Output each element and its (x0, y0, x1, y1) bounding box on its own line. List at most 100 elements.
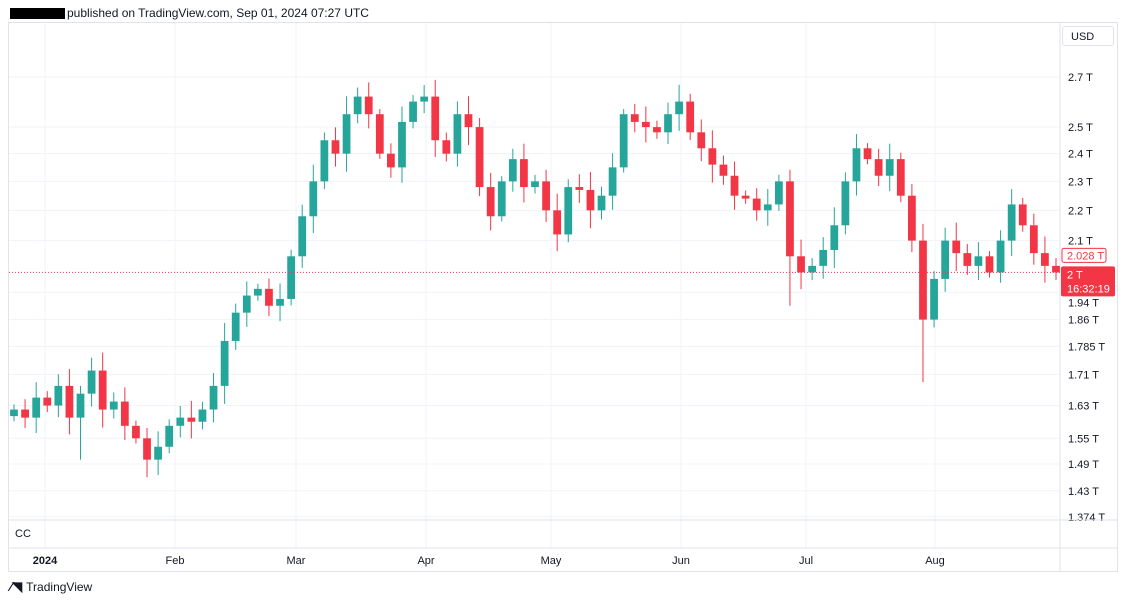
candle-down (697, 132, 706, 149)
x-tick-label: Feb (166, 555, 185, 567)
candle-up (76, 393, 85, 418)
candle-up (497, 181, 506, 217)
candle-down (65, 385, 74, 418)
candle-up (508, 159, 517, 182)
candle-down (874, 159, 883, 176)
candle-up (220, 340, 229, 386)
candle-up (298, 216, 307, 257)
candle-down (21, 409, 29, 418)
candle-down (1041, 253, 1049, 266)
candle-up (109, 401, 118, 410)
candle-up (231, 312, 240, 341)
candle-up (87, 370, 96, 394)
candle-down (553, 210, 562, 235)
candle-down (786, 181, 794, 257)
candle-up (819, 249, 828, 266)
candle-down (375, 114, 384, 154)
candle-up (276, 298, 284, 306)
candle-down (1052, 265, 1060, 273)
candle-down (985, 256, 994, 273)
candle-up (198, 409, 207, 422)
candle-down (686, 101, 695, 133)
x-tick-label: Jun (672, 555, 690, 567)
brand-name: TradingView (26, 580, 93, 594)
last-price-box (1061, 247, 1107, 263)
candle-down (364, 96, 373, 115)
candle-down (43, 397, 52, 406)
candle-down (708, 148, 717, 165)
candle-down (442, 140, 451, 154)
publish-header: published on TradingView.com, Sep 01, 20… (10, 6, 369, 20)
y-tick-label: 1.785 T (1068, 341, 1105, 353)
candle-up (242, 295, 251, 313)
y-tick-label: 2.2 T (1068, 205, 1093, 217)
candle-up (664, 114, 672, 133)
candle-up (353, 96, 362, 115)
y-tick-label: 2.1 T (1068, 236, 1093, 248)
candle-down (575, 187, 584, 190)
candle-down (331, 140, 340, 154)
tradingview-footer[interactable]: ⁄◥ TradingView (10, 579, 92, 595)
currency-button[interactable]: USD (1062, 26, 1114, 46)
candle-up (996, 240, 1005, 273)
candle-down (187, 417, 196, 422)
current-price-box (1061, 266, 1115, 297)
y-tick-label: 1.63 T (1068, 401, 1099, 413)
x-tick-label: Mar (287, 555, 306, 567)
candle-down (752, 198, 761, 211)
candle-up (54, 385, 63, 406)
candle-up (420, 96, 429, 102)
y-tick-label: 1.86 T (1068, 315, 1099, 327)
candle-down (431, 96, 440, 141)
candle-up (209, 385, 218, 410)
candle-up (165, 425, 174, 447)
candle-up (1007, 204, 1016, 241)
candle-up (852, 148, 861, 182)
candle-up (885, 159, 894, 176)
candle-up (253, 288, 262, 296)
candle-down (952, 240, 961, 254)
candle-up (675, 101, 683, 115)
candle-down (653, 127, 661, 133)
candle-up (409, 101, 417, 122)
candle-down (265, 288, 273, 306)
candle-down (919, 240, 927, 320)
y-tick-label: 2.7 T (1068, 72, 1093, 84)
y-tick-label: 2.3 T (1068, 176, 1093, 188)
candle-down (98, 370, 107, 410)
current-price-label: 2 T (1067, 269, 1083, 281)
candle-down (132, 425, 140, 439)
candle-up (774, 181, 783, 205)
candle-down (741, 195, 750, 199)
candle-down (1018, 204, 1027, 226)
candle-down (387, 153, 395, 168)
y-tick-label: 1.94 T (1068, 297, 1099, 309)
candle-down (120, 401, 129, 426)
chart-frame (8, 22, 1118, 572)
y-tick-label: 1.374 T (1068, 512, 1105, 524)
candle-down (520, 159, 528, 188)
y-tick-label: 1.43 T (1068, 486, 1099, 498)
candle-down (1029, 225, 1038, 254)
candle-up (398, 121, 406, 168)
x-tick-label: Aug (925, 555, 945, 567)
candle-up (841, 181, 850, 226)
y-tick-label: 2.4 T (1068, 149, 1093, 161)
candle-down (863, 148, 872, 160)
candle-up (830, 225, 839, 250)
x-tick-label: May (541, 555, 562, 567)
candle-up (763, 204, 772, 211)
y-tick-label: 2.5 T (1068, 122, 1093, 134)
candle-down (908, 195, 916, 241)
candle-up (287, 256, 296, 299)
candle-up (10, 409, 18, 417)
candle-up (619, 114, 628, 168)
publish-info: published on TradingView.com, Sep 01, 20… (67, 6, 369, 20)
candle-up (453, 114, 462, 154)
candle-up (154, 446, 162, 460)
candle-up (531, 181, 539, 188)
x-tick-label: Apr (417, 555, 434, 567)
candle-up (597, 195, 606, 211)
candle-down (464, 114, 473, 128)
